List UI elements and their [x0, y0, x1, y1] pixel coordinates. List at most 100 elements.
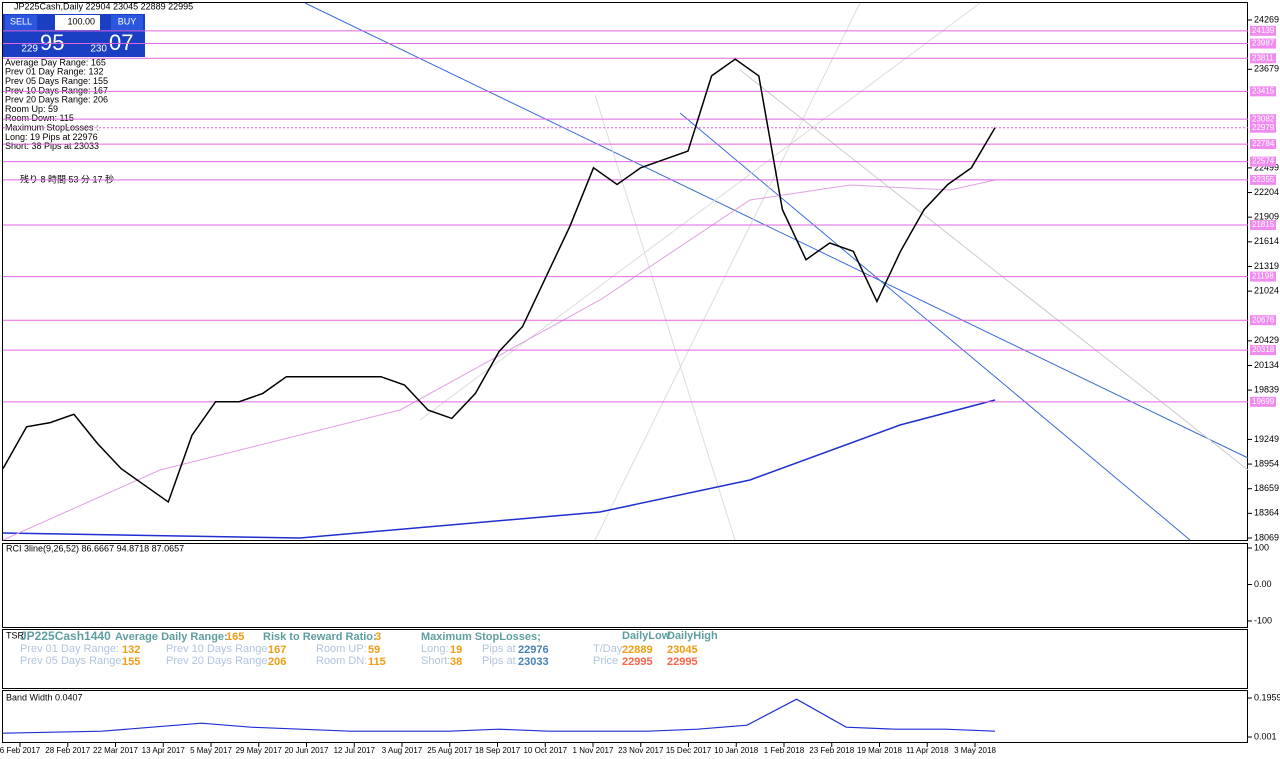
price-line: [2, 58, 996, 504]
tsr-text: Prev 20 Days Range:: [166, 655, 271, 667]
ma-100: [2, 179, 996, 541]
fan-line: [594, 2, 861, 541]
tsr-value: 38: [450, 656, 462, 668]
chart-header: JP225Cash,Daily 22904 23045 22889 22995: [14, 1, 193, 11]
level-tag: [1250, 220, 1276, 231]
level-label: 19699: [1252, 397, 1275, 406]
tsr-text: Pips at: [482, 655, 516, 667]
price-tick-label: 20429: [1254, 335, 1279, 345]
main-frame: [2, 2, 1248, 541]
level-label: 23987: [1252, 39, 1275, 48]
info-line: Room Up: 59: [5, 104, 58, 114]
info-line: Prev 10 Days Range: 167: [5, 85, 108, 95]
price-tick-label: 20134: [1254, 360, 1279, 370]
fan-line: [739, 69, 1249, 471]
trend-line: [304, 2, 1249, 459]
price-tick-label: 18954: [1254, 458, 1279, 468]
date-label: 1 Nov 2017: [573, 746, 614, 755]
tsr-value: 206: [268, 656, 286, 668]
level-label: 22784: [1252, 139, 1275, 148]
tsr-label: TSR: [6, 630, 25, 640]
buy-label[interactable]: BUY: [118, 16, 137, 26]
info-line: Prev 05 Days Range: 155: [5, 76, 108, 86]
ma-200: [2, 399, 996, 539]
date-label: 6 Feb 2017: [0, 746, 41, 755]
bid-small: 229: [21, 44, 38, 55]
trend-line: [679, 112, 1191, 541]
ask-small: 230: [90, 44, 107, 55]
level-tag: [1250, 315, 1276, 326]
bw-title: Band Width 0.0407: [6, 692, 83, 702]
tsr-text: Risk to Reward Ratio:: [263, 631, 377, 643]
band-width-line: [2, 698, 996, 734]
price-tick-label: 18659: [1254, 483, 1279, 493]
tsr-frame: [2, 629, 1248, 689]
level-tag: [1250, 38, 1276, 49]
price-tick-label: 19249: [1254, 434, 1279, 444]
tsr-value: 59: [368, 644, 380, 656]
price-tick-label: 18364: [1254, 508, 1279, 518]
tsr-text: Pips at: [482, 643, 516, 655]
tsr-text: Average Daily Range:: [115, 631, 228, 643]
level-label: 22355: [1252, 175, 1275, 184]
level-tag: [1250, 271, 1276, 282]
date-label: 20 Jun 2017: [284, 746, 329, 755]
date-label: 19 Mar 2018: [857, 746, 902, 755]
buy-button[interactable]: [111, 15, 143, 30]
rci-frame: [2, 543, 1248, 628]
info-line: Average Day Range: 165: [5, 57, 106, 67]
tsr-value: 22995: [667, 656, 698, 668]
level-label: 23082: [1252, 114, 1275, 123]
level-label: 21198: [1252, 272, 1274, 281]
tsr-value: 22889: [622, 644, 653, 656]
date-label: 12 Jul 2017: [334, 746, 376, 755]
tsr-text: Short:: [421, 655, 450, 667]
countdown: 残り 8 時間 53 分 17 秒: [20, 173, 114, 184]
panel-frames: [2, 2, 1248, 743]
price-tick-label: 21614: [1254, 236, 1279, 246]
rci-tick-label: -100: [1254, 615, 1272, 625]
tsr-symbol: JP225Cash1440: [20, 629, 111, 643]
level-tag: [1250, 122, 1276, 133]
tsr-text: Long:: [421, 643, 449, 655]
lot-input[interactable]: [55, 15, 100, 30]
tsr-text: DailyHigh: [667, 630, 718, 642]
info-line: Prev 20 Days Range: 206: [5, 95, 108, 105]
price-tick-label: 21024: [1254, 285, 1279, 295]
date-label: 15 Dec 2017: [666, 746, 712, 755]
price-tick-label: 22499: [1254, 162, 1279, 172]
date-label: 25 Aug 2017: [427, 746, 472, 755]
level-label: 22979: [1252, 123, 1275, 132]
price-tick-label: 24269: [1254, 14, 1279, 24]
lot-value[interactable]: 100.00: [67, 16, 95, 26]
price-tick-label: 18069: [1254, 532, 1279, 542]
level-tag: [1250, 174, 1276, 185]
level-tag: [1250, 345, 1276, 356]
date-label: 10 Jan 2018: [714, 746, 759, 755]
sell-label[interactable]: SELL: [10, 16, 32, 26]
level-tag: [1250, 396, 1276, 407]
date-label: 23 Nov 2017: [618, 746, 664, 755]
bw-tick-label: 0.001: [1254, 731, 1277, 741]
level-tag: [1250, 156, 1276, 167]
price-tick-label: 19839: [1254, 384, 1279, 394]
date-label: 22 Mar 2017: [93, 746, 138, 755]
price-tick-label: 22204: [1254, 187, 1279, 197]
level-tag: [1250, 114, 1276, 125]
info-line: Room Down: 115: [5, 113, 74, 123]
price-tick-label: 23679: [1254, 64, 1279, 74]
tsr-value: 3: [375, 631, 381, 643]
ask-big: 07: [109, 30, 133, 55]
level-label: 23811: [1252, 53, 1274, 62]
date-label: 5 May 2017: [190, 746, 232, 755]
tsr-value: 167: [268, 644, 286, 656]
bw-frame: [2, 690, 1248, 743]
tsr-panel: TSR JP225Cash1440 Average Daily Range: 1…: [6, 629, 718, 668]
price-tick-label: 21319: [1254, 261, 1279, 271]
tsr-text: Prev 05 Days Range:: [20, 655, 125, 667]
level-tag: [1250, 139, 1276, 150]
sell-button[interactable]: [5, 15, 37, 30]
